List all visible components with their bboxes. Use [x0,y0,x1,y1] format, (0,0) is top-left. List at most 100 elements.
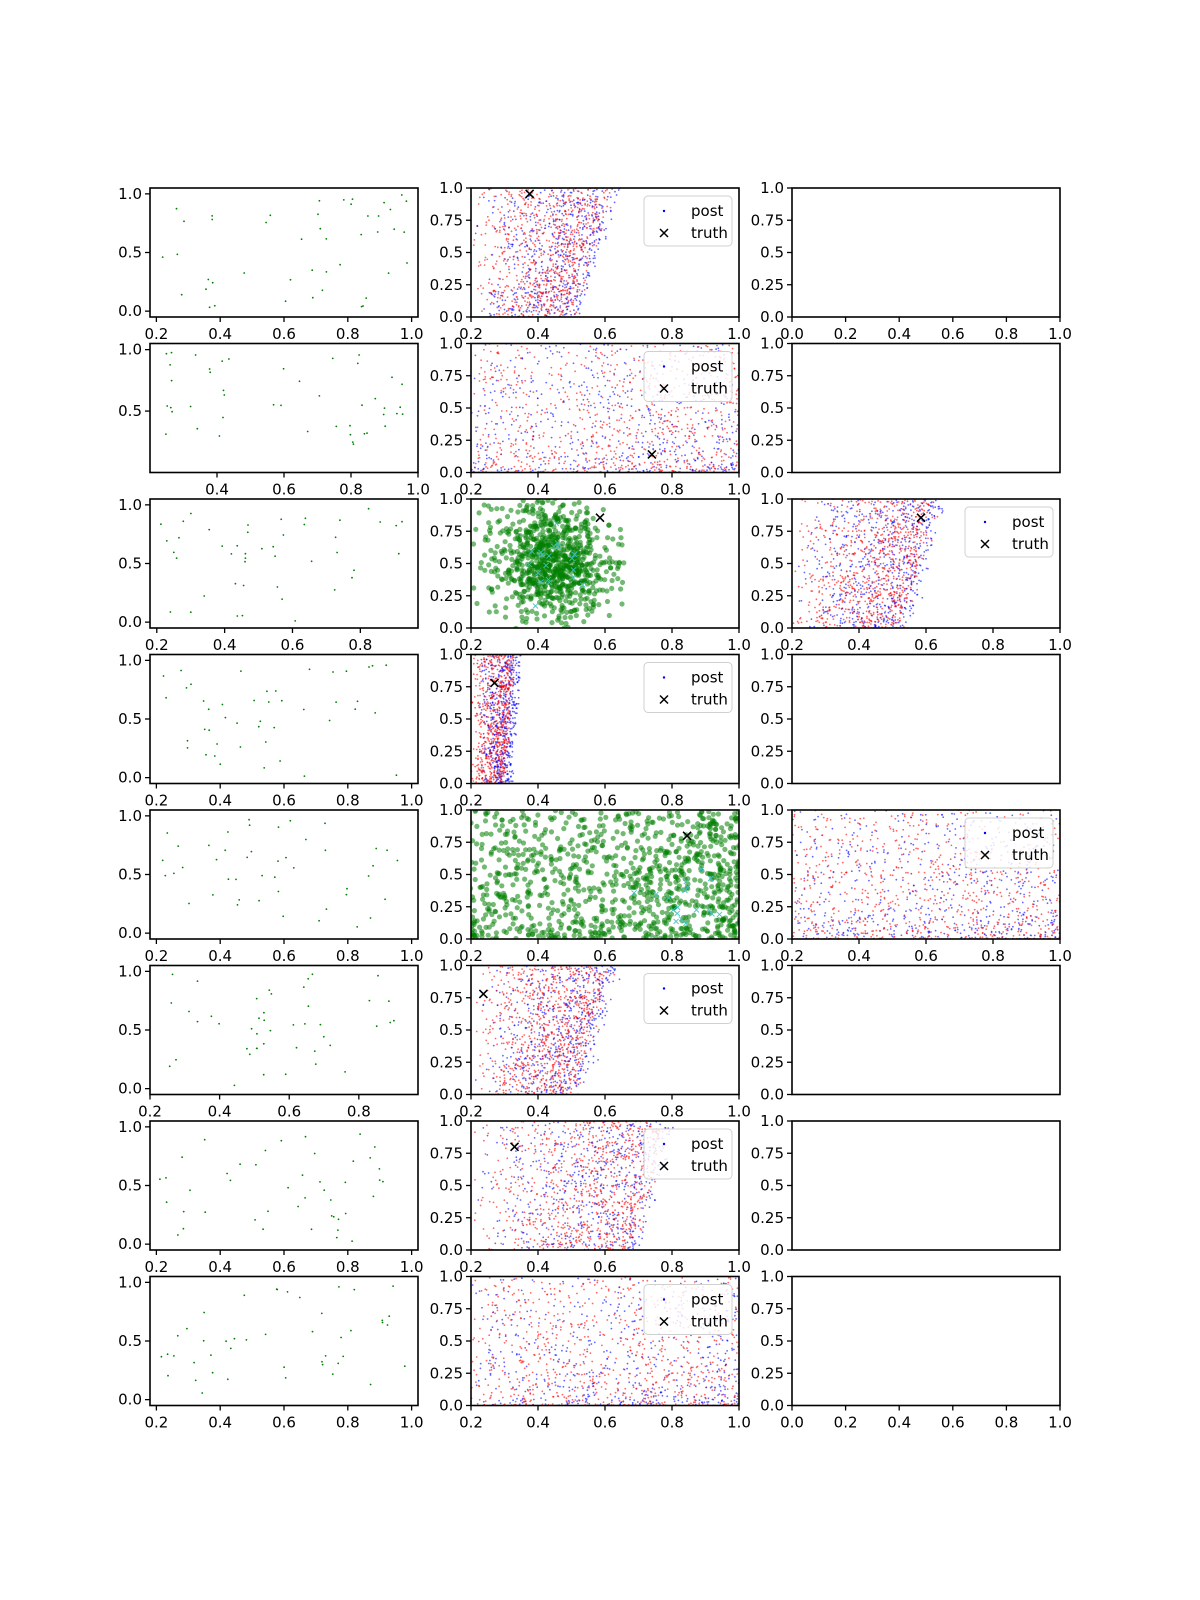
post-point-blue [510,344,513,346]
post-point-red [530,235,532,238]
post-point-blue [900,507,903,510]
post-point-red [576,223,579,226]
post-point-red [498,255,501,258]
post-point-red [485,224,488,227]
post-point-red [483,389,486,392]
sample-point [590,585,596,591]
post-point-blue [586,398,589,401]
post-point-red [505,284,508,287]
post-point-red [903,598,906,600]
sample-point [471,541,477,547]
post-point-red [830,561,832,563]
sample-point [563,598,569,604]
post-point-blue [691,469,694,471]
post-point-red [852,582,855,585]
post-point-blue [865,591,868,594]
post-point-red [572,249,575,252]
post-point-red [583,240,586,243]
post-point-blue [860,593,862,596]
post-point-blue [642,435,645,437]
post-point-red [723,452,726,455]
sample-point [605,535,611,541]
post-point-red [496,296,499,299]
post-point-red [893,593,896,596]
post-point-blue [502,421,505,424]
post-point-red [577,463,580,466]
post-point-red [690,418,692,421]
post-point-blue [630,390,633,392]
post-point-red [876,573,878,576]
post-point-red [572,245,575,248]
post-point-red [546,283,548,285]
sample-cross: × [525,559,533,570]
post-point-blue [798,565,800,568]
post-point-blue [941,507,943,510]
post-point-red [913,565,916,567]
y-tick-label: 0.5 [760,399,784,417]
post-point-blue [907,592,909,595]
post-point-blue [482,196,485,199]
post-point-red [872,556,874,559]
post-point-red [592,234,595,237]
post-point-blue [524,430,527,433]
sample-point [514,548,520,555]
post-point-blue [477,410,480,413]
sample-point [573,561,579,568]
post-point-red [520,313,523,315]
post-point-blue [912,612,915,615]
post-point-blue [517,206,520,209]
post-point-blue [530,229,532,232]
post-point-red [556,260,558,263]
post-point-red [609,450,612,452]
sample-point [569,527,575,533]
prior-point [396,412,398,415]
post-point-red [856,534,859,537]
sample-point [537,575,544,581]
sample-point [547,522,554,528]
post-point-blue [544,288,547,291]
post-point-blue [592,261,595,264]
post-point-blue [863,593,866,595]
post-point-blue [869,550,872,552]
y-tick-label: 1.0 [439,490,463,508]
post-point-blue [599,224,601,226]
post-point-red [606,423,608,426]
post-point-red [506,198,509,201]
post-point-red [543,303,546,306]
post-point-blue [473,377,476,380]
post-point-red [559,436,561,439]
post-point-blue [560,191,562,193]
post-point-blue [560,189,563,192]
sample-point [608,565,614,571]
post-point-blue [538,284,541,287]
post-point-blue [574,270,577,273]
post-point-red [578,265,580,268]
post-point-blue [574,295,577,298]
post-point-blue [566,223,568,225]
post-point-red [534,261,537,263]
post-point-red [521,288,524,291]
post-point-blue [546,280,549,283]
post-point-blue [550,195,552,198]
post-point-red [905,536,908,539]
post-point-red [878,542,880,545]
post-point-blue [833,547,836,550]
sample-point [511,577,517,583]
prior-point [335,425,338,428]
prior-point [246,531,249,534]
post-point-blue [491,362,493,365]
post-point-red [533,243,536,246]
post-point-red [863,551,865,553]
subplot-r1c0: 0.4 0.6 0.8 1.00.51.0 [118,341,430,499]
post-point-blue [635,434,638,437]
post-point-blue [595,188,598,191]
prior-point [169,611,172,613]
post-point-red [560,220,563,223]
post-point-blue [605,462,608,465]
post-point-red [895,586,898,589]
post-point-red [608,416,611,418]
post-point-blue [892,563,894,565]
post-point-blue [570,231,573,234]
post-point-red [659,426,661,429]
post-point-blue [587,367,590,370]
